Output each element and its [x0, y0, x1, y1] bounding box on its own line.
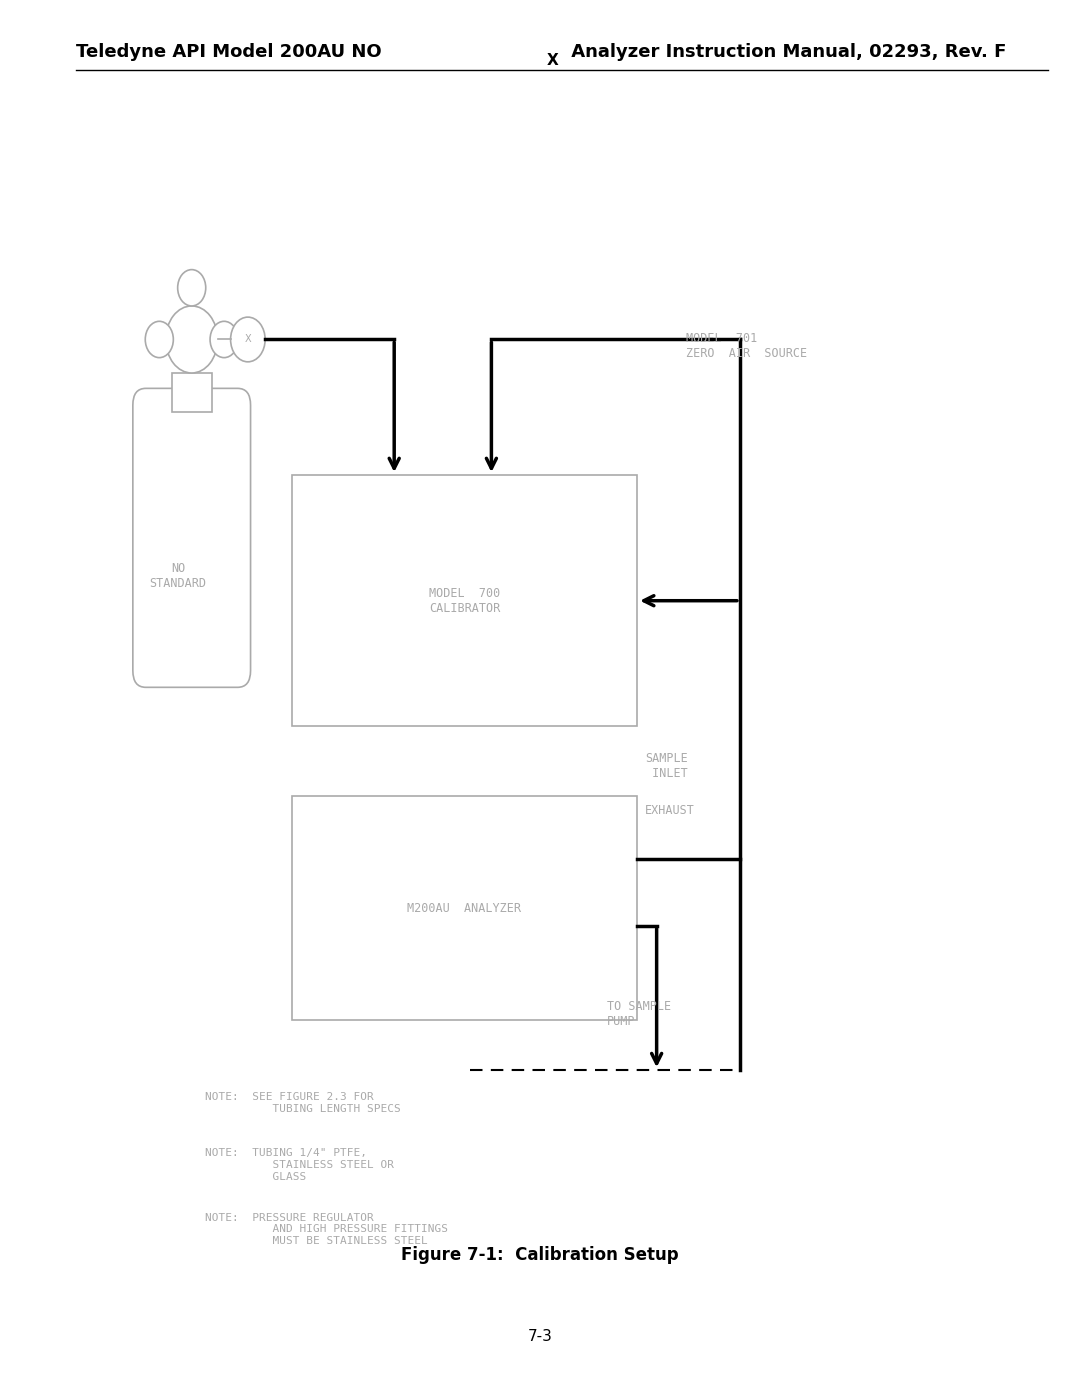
Text: EXHAUST: EXHAUST — [645, 803, 694, 817]
Bar — [292, 796, 637, 1020]
Bar — [172, 373, 212, 412]
Text: MODEL  700
CALIBRATOR: MODEL 700 CALIBRATOR — [429, 587, 500, 615]
Text: NO
STANDARD: NO STANDARD — [150, 562, 206, 590]
Circle shape — [211, 321, 239, 358]
Text: Teledyne API Model 200AU NO: Teledyne API Model 200AU NO — [76, 43, 381, 61]
Text: NOTE:  SEE FIGURE 2.3 FOR
          TUBING LENGTH SPECS: NOTE: SEE FIGURE 2.3 FOR TUBING LENGTH S… — [205, 1092, 401, 1113]
Text: X: X — [244, 334, 252, 345]
Text: X: X — [546, 53, 558, 68]
Text: Figure 7-1:  Calibration Setup: Figure 7-1: Calibration Setup — [401, 1246, 679, 1264]
Circle shape — [146, 321, 173, 358]
Text: SAMPLE
 INLET: SAMPLE INLET — [645, 752, 688, 780]
Text: 7-3: 7-3 — [527, 1329, 553, 1344]
Text: NOTE:  TUBING 1/4" PTFE,
          STAINLESS STEEL OR
          GLASS: NOTE: TUBING 1/4" PTFE, STAINLESS STEEL … — [205, 1148, 394, 1182]
Bar — [292, 475, 637, 726]
Circle shape — [178, 270, 205, 306]
Text: NOTE:  PRESSURE REGULATOR
          AND HIGH PRESSURE FITTINGS
          MUST BE: NOTE: PRESSURE REGULATOR AND HIGH PRESSU… — [205, 1213, 448, 1246]
Text: MODEL  701
ZERO  AIR  SOURCE: MODEL 701 ZERO AIR SOURCE — [686, 332, 807, 360]
Circle shape — [231, 317, 266, 362]
Text: TO SAMPLE
PUMP: TO SAMPLE PUMP — [607, 1000, 671, 1028]
Text: M200AU  ANALYZER: M200AU ANALYZER — [407, 901, 522, 915]
Circle shape — [166, 306, 218, 373]
Text: Analyzer Instruction Manual, 02293, Rev. F: Analyzer Instruction Manual, 02293, Rev.… — [565, 43, 1007, 61]
FancyBboxPatch shape — [133, 388, 251, 687]
